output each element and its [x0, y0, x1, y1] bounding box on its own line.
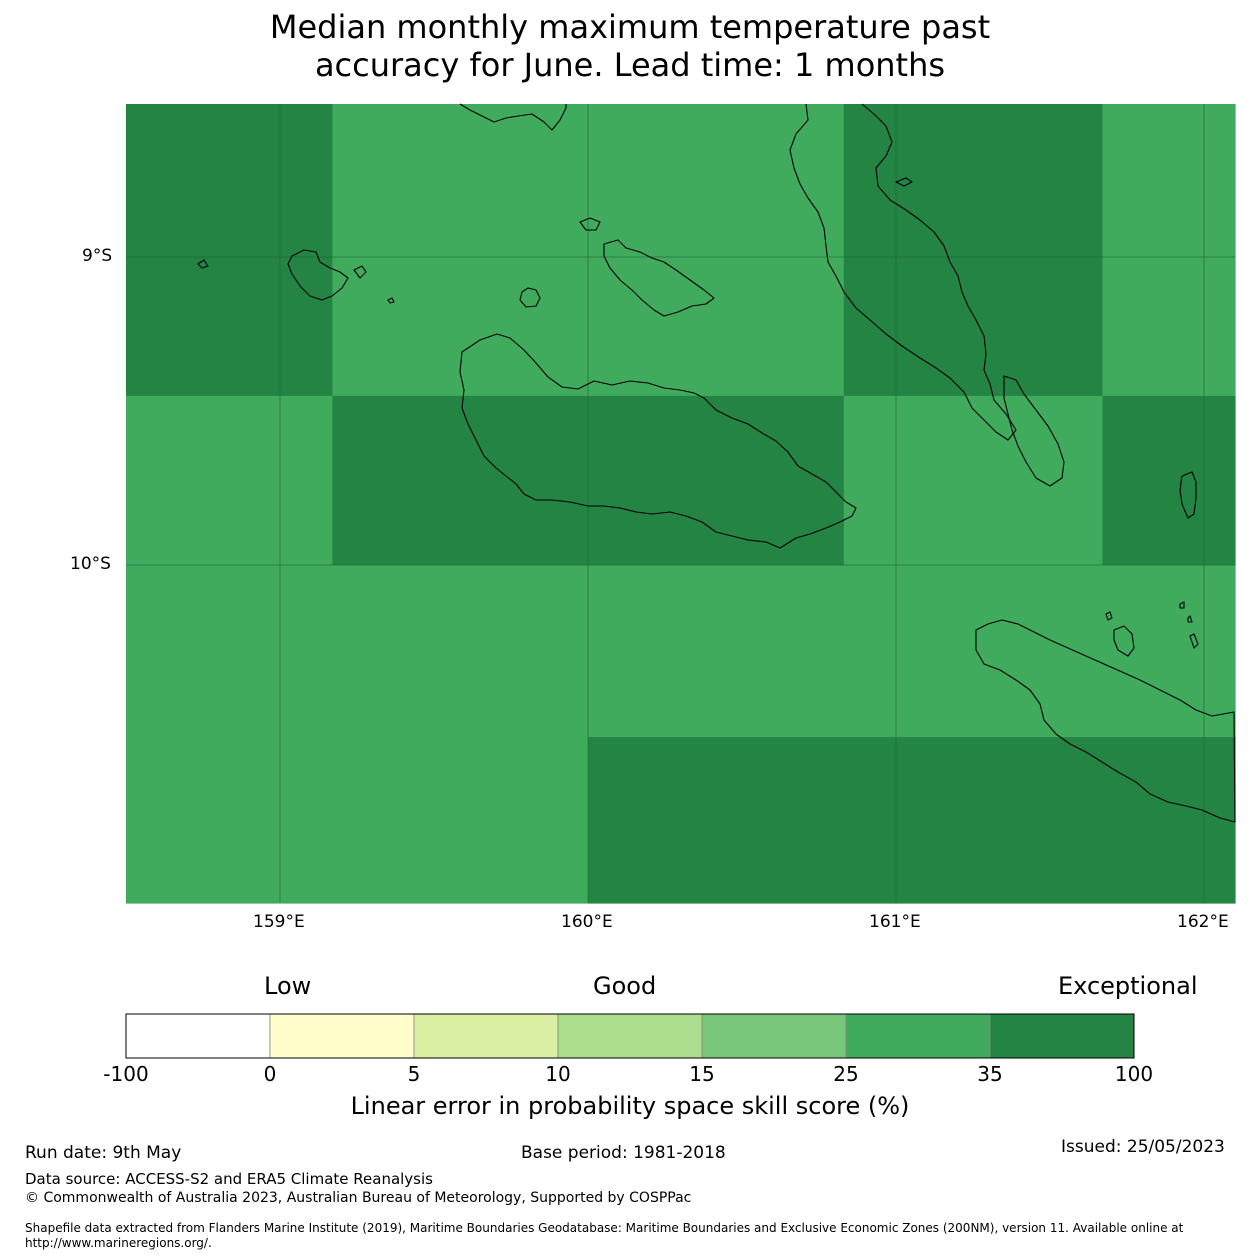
- coastline-ulawa: [1179, 471, 1197, 519]
- colorbar-tick: 10: [545, 1062, 571, 1086]
- coastline-malaita: [789, 103, 1017, 441]
- coastline-nggela: [603, 239, 715, 317]
- skill-cell-9: [588, 565, 1236, 738]
- map-figure: [125, 103, 1236, 1059]
- colorbar-frame: [125, 1013, 1135, 1059]
- base-period: Base period: 1981-2018: [521, 1143, 726, 1163]
- category-exceptional: Exceptional: [1058, 972, 1198, 1000]
- coastline-russell: [287, 249, 349, 301]
- coastline-small-islet-west: [197, 259, 209, 269]
- coastline-makira-islet-3: [1189, 633, 1199, 649]
- coastline-makira-islet-2: [1179, 601, 1185, 609]
- coastline-makira: [975, 619, 1236, 823]
- coastline-nggela-north: [579, 217, 601, 231]
- map-title-line1: Median monthly maximum temperature past: [269, 8, 991, 46]
- colorbar-segment-3: [557, 1013, 703, 1059]
- skill-cell-8: [126, 565, 589, 904]
- lon-label-161e: 161°E: [869, 912, 921, 932]
- lat-label-10s: 10°S: [70, 554, 111, 574]
- coastline-maramasike: [1003, 375, 1065, 487]
- coastline-savo: [519, 287, 541, 308]
- skill-grid: [126, 104, 1236, 904]
- lon-label-159e: 159°E: [253, 912, 305, 932]
- skill-cell-10: [588, 737, 1236, 904]
- coastline-ugi: [1113, 625, 1135, 657]
- category-low: Low: [264, 972, 312, 1000]
- shapefile-credit-line2: http://www.marineregions.org/.: [25, 1236, 212, 1250]
- colorbar-tick: 15: [689, 1062, 715, 1086]
- coastline-makira-islet-4: [1187, 615, 1193, 623]
- coastline-russell-islet: [353, 265, 367, 279]
- colorbar-segment-5: [845, 1013, 991, 1059]
- shapefile-credit-line1: Shapefile data extracted from Flanders M…: [25, 1221, 1184, 1235]
- colorbar-segment-2: [413, 1013, 559, 1059]
- data-source: Data source: ACCESS-S2 and ERA5 Climate …: [25, 1170, 433, 1188]
- skill-cell-7: [1102, 395, 1236, 566]
- coastlines: [197, 103, 1236, 823]
- coastline-santa-isabel-fragment: [459, 103, 567, 131]
- colorbar-tick: 25: [833, 1062, 859, 1086]
- skill-cell-2: [843, 104, 1104, 397]
- colorbar-segment-4: [701, 1013, 847, 1059]
- skill-cell-6: [843, 395, 1104, 566]
- colorbar-segment-6: [989, 1013, 1135, 1059]
- coastline-malaita-islet: [895, 177, 913, 187]
- lon-label-162e: 162°E: [1177, 912, 1229, 932]
- skill-cell-3: [1102, 104, 1236, 397]
- skill-cell-0: [126, 104, 333, 397]
- coastline-makira-islet-1: [1105, 611, 1113, 621]
- run-date: Run date: 9th May: [25, 1143, 182, 1163]
- coastline-guadalcanal: [459, 333, 857, 549]
- lat-label-9s: 9°S: [82, 246, 113, 266]
- colorbar-segment-1: [269, 1013, 415, 1059]
- colorbar-tick: -100: [103, 1062, 149, 1086]
- issued-date: Issued: 25/05/2023: [1061, 1137, 1225, 1157]
- colorbar-tick: 35: [977, 1062, 1003, 1086]
- colorbar-segment-0: [125, 1013, 271, 1059]
- graticule: [126, 104, 1235, 903]
- copyright: © Commonwealth of Australia 2023, Austra…: [25, 1190, 692, 1206]
- lon-label-160e: 160°E: [561, 912, 613, 932]
- colorbar: [125, 1013, 1135, 1059]
- colorbar-label: Linear error in probability space skill …: [350, 1092, 910, 1120]
- coastline-small-islet-mid: [387, 297, 395, 304]
- skill-cell-4: [126, 395, 333, 566]
- colorbar-tick: 0: [263, 1062, 277, 1086]
- colorbar-tick: 100: [1114, 1062, 1154, 1086]
- category-good: Good: [593, 972, 657, 1000]
- colorbar-tick: 5: [407, 1062, 421, 1086]
- map-title-line2: accuracy for June. Lead time: 1 months: [314, 46, 946, 84]
